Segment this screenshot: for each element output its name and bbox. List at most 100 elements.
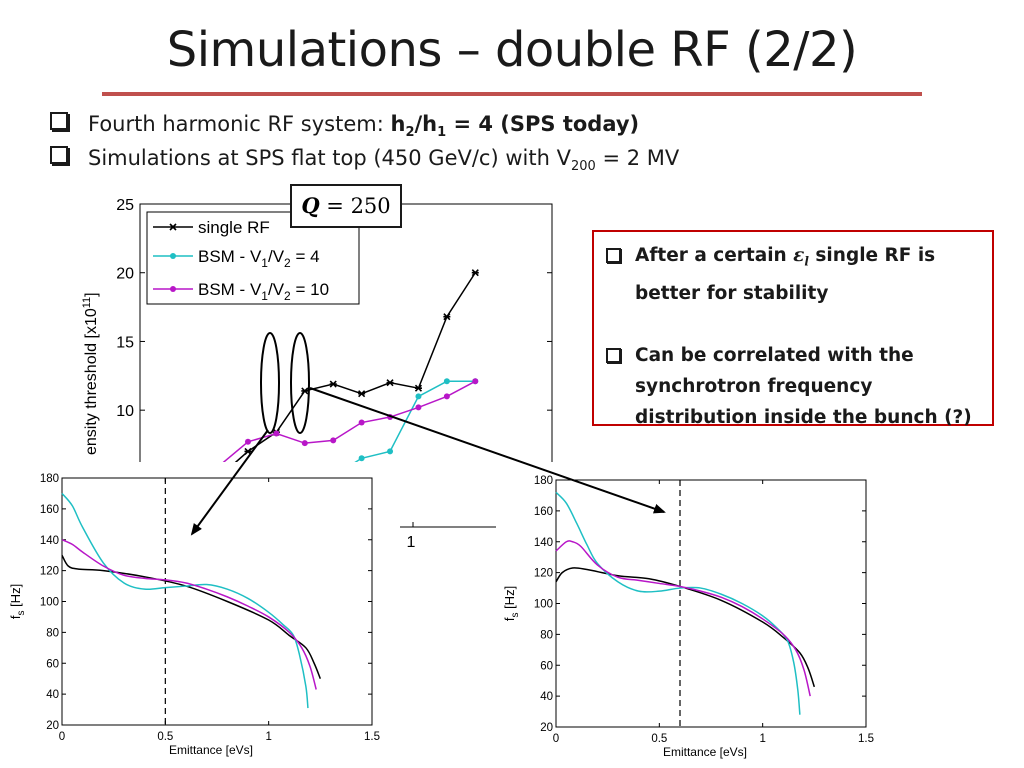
threshold-point <box>443 393 450 400</box>
threshold-point <box>443 378 450 385</box>
legend-text: /V <box>268 247 285 266</box>
threshold-point <box>301 440 308 447</box>
fs-chart-background <box>0 462 400 768</box>
conclusion-text-2: Can be correlated with the synchrotron f… <box>635 344 972 428</box>
fs-chart-background <box>496 462 926 768</box>
fs-ylabel-unit: [Hz] <box>502 586 517 613</box>
q-symbol: Q <box>301 193 320 218</box>
fs-ytick-label: 60 <box>46 658 59 670</box>
fs-series-curve <box>61 492 309 709</box>
fs-ytick-label: 120 <box>40 566 59 578</box>
fs-ylabel: fs [Hz] <box>502 586 521 621</box>
fs-ytick-label: 180 <box>40 473 59 485</box>
legend-text: BSM - V <box>198 280 262 299</box>
threshold-point <box>273 430 280 437</box>
legend-subscript: 2 <box>284 289 291 303</box>
fs-ytick-label: 100 <box>534 599 553 611</box>
threshold-point <box>358 455 365 462</box>
legend-text: = 10 <box>291 280 329 299</box>
fs-ylabel: fs [Hz] <box>8 584 27 619</box>
fs-xtick-label: 1.5 <box>858 733 874 745</box>
threshold-ytick-label: 20 <box>116 266 134 283</box>
threshold-point-single-rf <box>443 313 451 321</box>
fs-ytick-label: 40 <box>46 689 59 701</box>
threshold-point <box>358 419 365 426</box>
checkbox-bullet-icon <box>606 248 621 263</box>
legend-subscript: 2 <box>284 256 291 270</box>
h1-sub: 1 <box>437 125 447 141</box>
fs-ytick-label: 20 <box>540 722 553 734</box>
fs-xlabel: Emittance [eVs] <box>169 743 253 757</box>
ylabel-end: ] <box>83 292 100 296</box>
threshold-point-single-rf <box>301 387 309 395</box>
fs-xlabel: Emittance [eVs] <box>663 745 747 759</box>
conclusion-item-2: Can be correlated with the synchrotron f… <box>606 340 982 433</box>
fs-ytick-label: 40 <box>540 691 553 703</box>
h2-sub: 2 <box>405 125 415 141</box>
highlight-ellipse-left <box>260 332 280 434</box>
threshold-point-single-rf <box>414 384 423 392</box>
threshold-point-single-rf <box>471 269 479 277</box>
h2-symbol: h <box>390 112 406 136</box>
fs-xtick-label: 0 <box>59 731 65 743</box>
threshold-point <box>244 438 251 445</box>
bullet1-prefix: Fourth harmonic RF system: <box>88 112 391 136</box>
ylabel-sup: 11 <box>81 297 93 308</box>
fs-ytick-label: 60 <box>540 660 553 672</box>
threshold-point <box>415 393 422 400</box>
fs-ytick-label: 180 <box>534 475 553 487</box>
note1-part-b: single RF is better for stability <box>635 245 936 304</box>
fs-ylabel-f: f <box>502 617 517 621</box>
fs-ytick-label: 120 <box>534 568 553 580</box>
fs-xtick-label: 1.5 <box>364 731 380 743</box>
threshold-point <box>472 378 479 385</box>
fs-xtick-label: 0 <box>553 733 559 745</box>
fs-ylabel-sub: s <box>16 611 27 616</box>
note1-part-a: After a certain <box>635 245 794 266</box>
threshold-ytick-label: 10 <box>116 403 134 420</box>
legend-text: /V <box>268 280 285 299</box>
bullet-simulations: Simulations at SPS flat top (450 GeV/c) … <box>50 146 679 174</box>
fs-ytick-label: 160 <box>534 506 553 518</box>
checkbox-bullet-icon <box>50 112 68 130</box>
fs-xtick-label: 0.5 <box>651 733 667 745</box>
threshold-point <box>330 437 337 444</box>
bullet2-prefix: Simulations at SPS flat top (450 GeV/c) … <box>88 146 571 170</box>
fs-series-curve <box>61 554 322 679</box>
legend-entry-label: BSM - V1/V2 = 10 <box>198 280 329 303</box>
ylabel-main: ensity threshold [x10 <box>83 308 100 455</box>
fs-ylabel-f: f <box>8 615 23 619</box>
bullet-harmonic: Fourth harmonic RF system: h2/h1 = 4 (SP… <box>50 112 639 140</box>
annotations <box>190 332 666 536</box>
legend-subscript: 1 <box>261 289 268 303</box>
fs-xtick-label: 1 <box>265 731 271 743</box>
checkbox-bullet-icon <box>50 146 68 164</box>
threshold-xtick-label: 1 <box>407 534 416 551</box>
q-value-box: Q = 250 <box>290 184 402 228</box>
fs-ytick-label: 140 <box>534 537 553 549</box>
conclusion-text-1: After a certain εl single RF is better f… <box>635 240 982 309</box>
fs-ytick-label: 80 <box>540 629 553 641</box>
bullet2-suffix: = 2 MV <box>595 146 680 170</box>
fs-ytick-label: 160 <box>40 504 59 516</box>
legend-subscript: 1 <box>261 256 268 270</box>
bullet2-sub: 200 <box>570 159 596 175</box>
legend-marker <box>170 253 176 259</box>
fs-xtick-label: 0.5 <box>157 731 173 743</box>
fs-ytick-label: 100 <box>40 597 59 609</box>
arrow-to-left-plot <box>190 429 269 536</box>
q-value: = 250 <box>319 194 391 218</box>
legend-text: = 4 <box>291 247 320 266</box>
threshold-ytick-label: 25 <box>116 197 134 214</box>
highlight-ellipse-right <box>290 332 310 434</box>
legend-entry-label: BSM - V1/V2 = 4 <box>198 247 320 270</box>
threshold-point <box>415 404 422 411</box>
fs-ylabel-unit: [Hz] <box>8 584 23 611</box>
title-underline <box>102 92 922 96</box>
epsilon-sub: l <box>804 254 809 269</box>
slide-title: Simulations – double RF (2/2) <box>166 22 858 78</box>
legend-marker-single-rf <box>169 223 177 231</box>
fs-ytick-label: 140 <box>40 535 59 547</box>
epsilon-symbol: ε <box>793 245 805 266</box>
fs-series-curve <box>555 540 811 697</box>
